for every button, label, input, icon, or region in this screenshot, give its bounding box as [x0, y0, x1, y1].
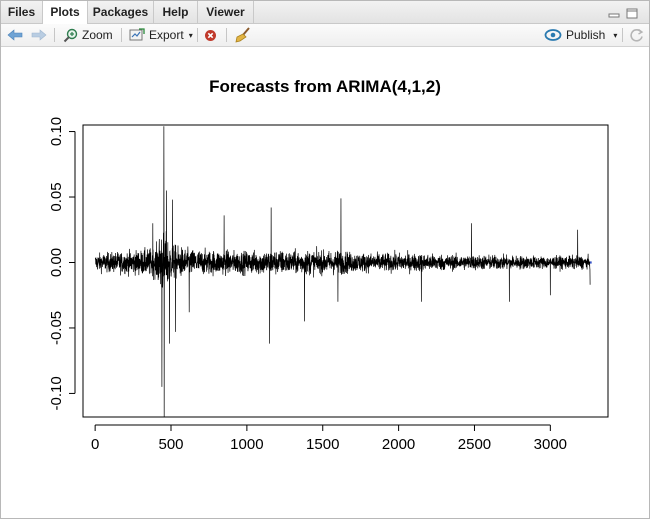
series-layer — [94, 126, 592, 418]
publish-button[interactable]: Publish ▾ — [544, 24, 617, 46]
x-tick-label: 2500 — [458, 436, 491, 453]
tab-plots[interactable]: Plots — [43, 1, 88, 24]
export-icon — [129, 28, 145, 42]
chevron-down-icon: ▾ — [188, 30, 193, 40]
forecast-chart: -0.10 -0.05 0.00 0.05 0.10 0 500 1000 1500 2000 2… — [48, 117, 609, 453]
zoom-button[interactable]: Zoom — [63, 24, 113, 46]
y-tick-label: 0.05 — [48, 182, 65, 211]
tab-help[interactable]: Help — [154, 1, 198, 23]
back-arrow-icon — [7, 28, 23, 42]
x-tick-label: 0 — [91, 436, 99, 453]
y-tick-label: -0.10 — [48, 376, 65, 410]
plots-toolbar: Zoom Export ▾ Publish ▾ — [1, 24, 649, 47]
clear-all-plots-button[interactable] — [235, 24, 251, 46]
x-tick-label: 2000 — [382, 436, 415, 453]
x-tick-label: 500 — [158, 436, 183, 453]
toolbar-divider — [121, 28, 122, 42]
export-label: Export — [149, 28, 184, 42]
remove-plot-button[interactable] — [204, 24, 217, 46]
remove-plot-icon — [204, 29, 217, 42]
x-tick-label: 3000 — [534, 436, 567, 453]
zoom-label: Zoom — [82, 28, 113, 42]
export-menu-button[interactable]: Export ▾ — [129, 24, 193, 46]
y-tick-label: 0.00 — [48, 248, 65, 277]
next-plot-button[interactable] — [31, 24, 47, 46]
tab-packages[interactable]: Packages — [88, 1, 154, 23]
publish-icon — [544, 28, 562, 42]
previous-plot-button[interactable] — [7, 24, 23, 46]
tab-files[interactable]: Files — [1, 1, 43, 23]
plot-viewer: Forecasts from ARIMA(4,1,2) -0.10 -0.05 0.… — [1, 47, 649, 518]
chart-title: Forecasts from ARIMA(4,1,2) — [209, 77, 441, 96]
publish-label: Publish — [566, 28, 606, 42]
minimize-pane-icon[interactable] — [608, 6, 620, 18]
toolbar-divider — [197, 28, 198, 42]
toolbar-divider — [622, 28, 623, 42]
x-axis: 0 500 1000 1500 2000 2500 3000 — [91, 424, 567, 453]
x-tick-label: 1000 — [230, 436, 263, 453]
plot-frame — [82, 124, 609, 418]
observed-series-line — [94, 126, 591, 418]
y-tick-label: 0.10 — [48, 117, 65, 146]
toolbar-divider — [54, 28, 55, 42]
y-tick-label: -0.05 — [48, 311, 65, 345]
toolbar-divider — [226, 28, 227, 42]
y-axis: -0.10 -0.05 0.00 0.05 0.10 — [48, 117, 76, 411]
x-tick-label: 1500 — [306, 436, 339, 453]
zoom-icon — [63, 28, 78, 43]
forward-arrow-icon — [31, 28, 47, 42]
refresh-icon — [629, 28, 644, 43]
chevron-down-icon: ▾ — [613, 30, 618, 40]
tab-viewer[interactable]: Viewer — [198, 1, 254, 23]
broom-icon — [235, 27, 251, 43]
maximize-pane-icon[interactable] — [626, 6, 638, 19]
pane-tab-bar: Files Plots Packages Help Viewer — [1, 1, 649, 24]
refresh-button[interactable] — [629, 24, 644, 46]
